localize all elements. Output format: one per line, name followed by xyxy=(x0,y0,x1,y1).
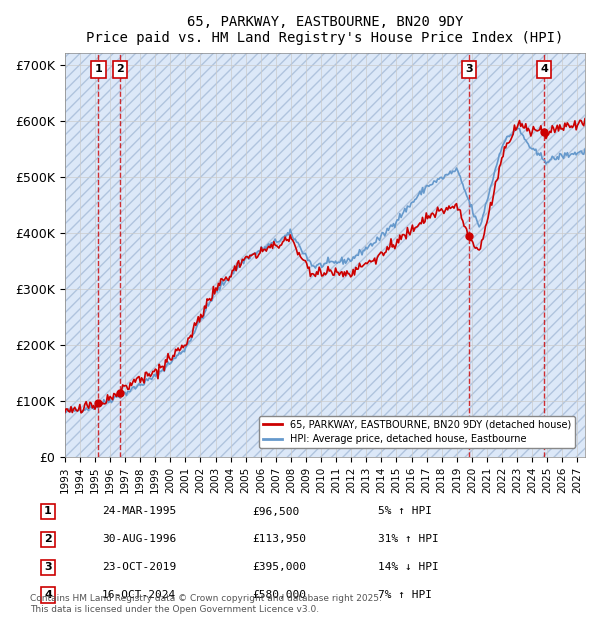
Text: 1: 1 xyxy=(94,64,102,74)
Legend: 65, PARKWAY, EASTBOURNE, BN20 9DY (detached house), HPI: Average price, detached: 65, PARKWAY, EASTBOURNE, BN20 9DY (detac… xyxy=(259,415,575,448)
Text: £96,500: £96,500 xyxy=(252,507,299,516)
Text: 4: 4 xyxy=(44,590,52,600)
Text: 5% ↑ HPI: 5% ↑ HPI xyxy=(378,507,432,516)
Text: 7% ↑ HPI: 7% ↑ HPI xyxy=(378,590,432,600)
Title: 65, PARKWAY, EASTBOURNE, BN20 9DY
Price paid vs. HM Land Registry's House Price : 65, PARKWAY, EASTBOURNE, BN20 9DY Price … xyxy=(86,15,563,45)
Text: 14% ↓ HPI: 14% ↓ HPI xyxy=(378,562,439,572)
Text: 2: 2 xyxy=(44,534,52,544)
Text: Contains HM Land Registry data © Crown copyright and database right 2025.
This d: Contains HM Land Registry data © Crown c… xyxy=(30,595,382,614)
Text: 4: 4 xyxy=(540,64,548,74)
Text: 24-MAR-1995: 24-MAR-1995 xyxy=(102,507,176,516)
Text: £113,950: £113,950 xyxy=(252,534,306,544)
Text: 23-OCT-2019: 23-OCT-2019 xyxy=(102,562,176,572)
Text: 3: 3 xyxy=(44,562,52,572)
Text: 16-OCT-2024: 16-OCT-2024 xyxy=(102,590,176,600)
Text: £580,000: £580,000 xyxy=(252,590,306,600)
Text: 31% ↑ HPI: 31% ↑ HPI xyxy=(378,534,439,544)
Text: 2: 2 xyxy=(116,64,124,74)
Text: 30-AUG-1996: 30-AUG-1996 xyxy=(102,534,176,544)
Text: £395,000: £395,000 xyxy=(252,562,306,572)
Text: 3: 3 xyxy=(465,64,473,74)
Text: 1: 1 xyxy=(44,507,52,516)
